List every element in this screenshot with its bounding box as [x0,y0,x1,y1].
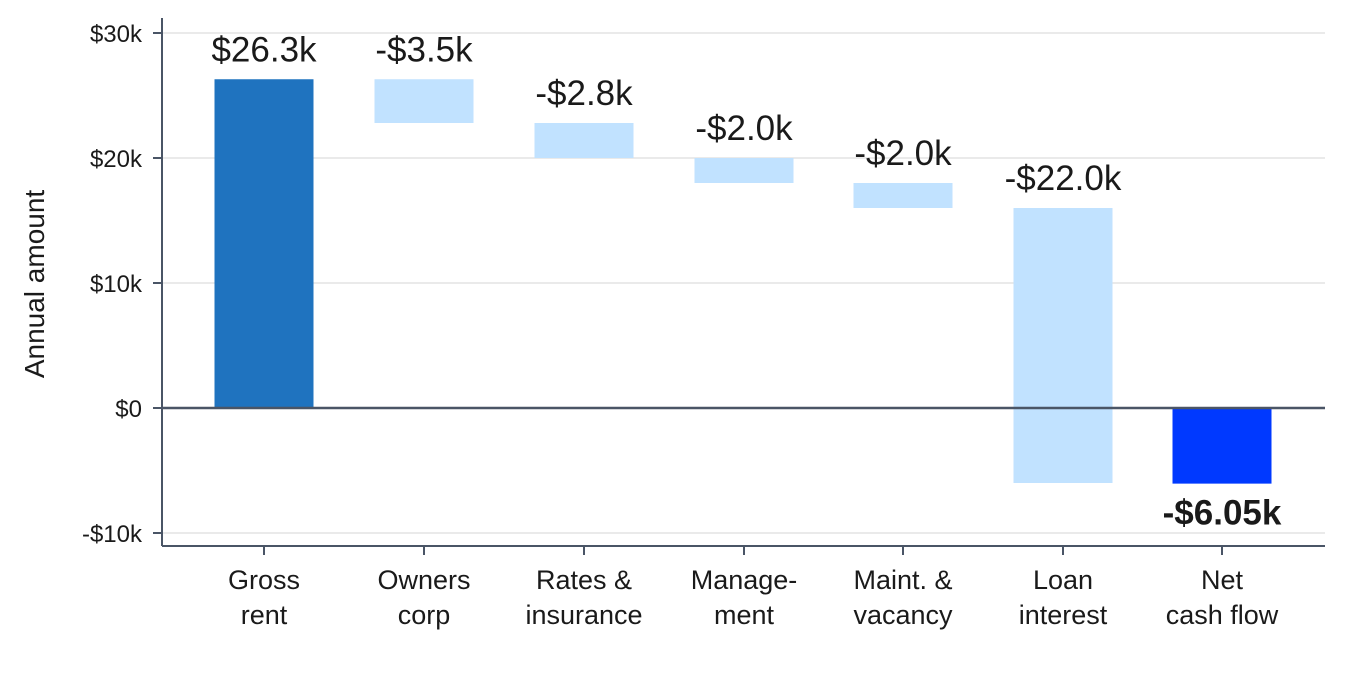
bar [1013,208,1113,483]
y-tick-label: $20k [90,146,143,173]
x-tick-label: Net [1201,565,1244,595]
bar [853,183,953,208]
y-axis-label: Annual amount [19,190,50,379]
y-tick-label: $30k [90,21,143,48]
x-tick-label: Gross [228,565,300,595]
x-tick-label: insurance [525,600,642,630]
data-label: -$22.0k [1005,159,1122,198]
x-tick-label: ment [714,600,775,630]
data-label: -$2.0k [854,134,952,173]
y-tick-label: $0 [115,396,142,423]
x-tick-label: interest [1019,600,1108,630]
y-ticks: -$10k $0 $10k $20k $30k [82,21,162,548]
bars [214,79,1272,484]
bar [214,79,314,408]
axes [161,18,1325,547]
data-label: -$2.8k [535,74,633,113]
x-tick-label: Loan [1033,565,1093,595]
x-tick-label: Manage- [691,565,798,595]
x-tick-label: corp [398,600,451,630]
y-tick-label: -$10k [82,521,143,548]
x-tick-label: Maint. & [853,565,952,595]
y-tick-label: $10k [90,271,143,298]
data-label: -$2.0k [695,109,793,148]
x-tick-label: vacancy [853,600,953,630]
data-labels: $26.3k -$3.5k -$2.8k -$2.0k -$2.0k -$22.0k -$6… [211,30,1281,532]
x-ticks: Gross rent Owners corp Rates & insurance Manag… [228,546,1279,630]
data-label: $26.3k [211,30,317,69]
grid-lines [162,32,1325,534]
data-label: -$3.5k [375,30,473,69]
bar [374,79,474,123]
x-tick-label: cash flow [1166,600,1279,630]
data-label: -$6.05k [1163,494,1282,533]
bar [534,123,634,158]
bar [694,158,794,183]
x-tick-label: Rates & [536,565,632,595]
x-tick-label: rent [241,600,288,630]
x-tick-label: Owners [377,565,470,595]
bar [1172,408,1272,484]
